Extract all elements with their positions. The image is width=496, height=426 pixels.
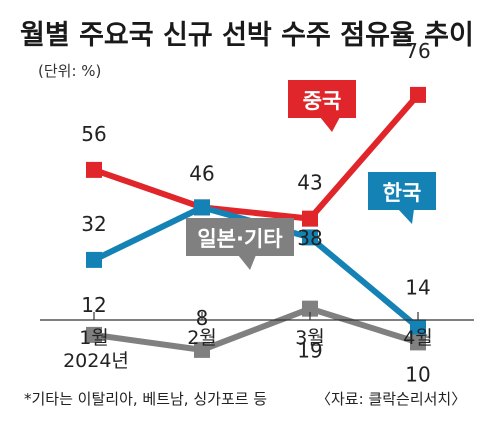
callout-korea: 한국 — [368, 172, 436, 224]
callout-japan-other: 일본·기타 — [186, 218, 294, 270]
marker-korea-4 — [410, 319, 426, 336]
marker-china-1 — [86, 161, 102, 178]
series-markers — [86, 86, 426, 358]
data-label-korea-4: 14 — [405, 275, 430, 299]
unit-label: (단위: %) — [38, 62, 101, 80]
data-label-china-4: 76 — [405, 39, 430, 63]
marker-china-3 — [302, 210, 318, 227]
data-label-extra-38: 38 — [297, 226, 322, 250]
data-label-japan-other-3: 19 — [297, 339, 322, 363]
chart-title: 월별 주요국 신규 선박 수주 점유율 추이 — [20, 20, 474, 51]
data-label-korea-1: 32 — [81, 212, 106, 236]
data-label-japan-other-4: 10 — [405, 362, 430, 386]
marker-korea-3 — [302, 229, 318, 246]
marker-japan-other-4 — [410, 334, 426, 351]
marker-china-4 — [410, 86, 426, 103]
marker-japan-other-2 — [194, 341, 210, 358]
callout-korea-label: 한국 — [383, 181, 422, 205]
marker-korea-2 — [194, 199, 210, 216]
marker-korea-1 — [86, 251, 102, 268]
source-label: 〈자료: 클락슨리서치〉 — [316, 390, 466, 408]
callout-china-label: 중국 — [303, 89, 342, 113]
marker-japan-other-3 — [302, 300, 318, 317]
footnote: *기타는 이탈리아, 베트남, 싱가포르 등 — [24, 390, 267, 408]
x-axis-ticks: 1월 2월 3월 4월 — [79, 312, 433, 349]
data-label-korea-2: 46 — [189, 161, 214, 185]
callout-japan-other-label: 일본·기타 — [197, 227, 283, 251]
data-label-china-3: 43 — [297, 171, 322, 195]
callout-china: 중국 — [288, 80, 356, 132]
x-year-label: 2024년 — [63, 350, 129, 372]
x-tick-label-4: 4월 — [403, 327, 433, 349]
marker-japan-other-1 — [86, 326, 102, 343]
data-label-china-1: 56 — [81, 122, 106, 146]
series-line-japan-other — [93, 305, 419, 353]
x-tick-label-1: 1월 — [79, 327, 109, 349]
x-tick-label-3: 3월 — [295, 327, 325, 349]
series-line-china — [93, 92, 421, 222]
x-tick-label-2: 2월 — [187, 327, 217, 349]
